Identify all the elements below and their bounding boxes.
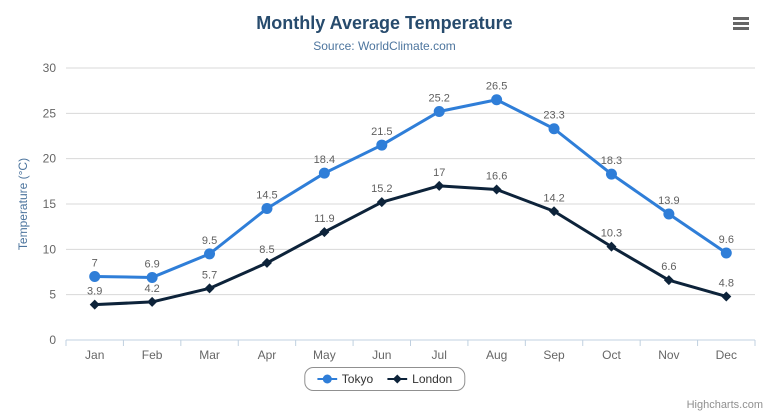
data-point-marker[interactable]: [319, 227, 330, 238]
x-axis-tick-label: Apr: [258, 348, 277, 362]
data-label: 21.5: [371, 126, 392, 138]
data-label: 10.3: [601, 228, 622, 240]
data-point-marker[interactable]: [204, 248, 216, 260]
series-group: [89, 94, 732, 310]
x-axis-tick-label: Nov: [658, 348, 679, 362]
y-axis-tick-label: 10: [43, 242, 57, 256]
hamburger-icon: [733, 17, 749, 20]
data-point-marker[interactable]: [147, 296, 158, 307]
highcharts-credits-link[interactable]: Highcharts.com: [686, 399, 763, 411]
y-axis-tick-label: 30: [43, 61, 57, 75]
data-point-marker[interactable]: [491, 184, 502, 195]
data-label: 14.2: [543, 192, 564, 204]
london-line-diamond-marker-icon: [387, 374, 408, 384]
data-point-marker[interactable]: [261, 257, 272, 268]
series-line-tokyo: [93, 98, 728, 279]
x-axis-tick-label: Aug: [486, 348, 507, 362]
x-axis-tick-label: Mar: [199, 348, 220, 362]
data-label: 13.9: [658, 195, 679, 207]
data-point-marker[interactable]: [146, 271, 158, 283]
data-label: 26.5: [486, 81, 507, 93]
x-axis-tick-label: Jan: [85, 348, 104, 362]
y-axis-tick-label: 5: [49, 288, 56, 302]
x-axis: Jan Feb Mar Apr May Jun Jul Aug Sep Oct Nov Dec: [65, 339, 756, 362]
data-point-marker[interactable]: [721, 291, 732, 302]
data-point-marker[interactable]: [433, 106, 445, 118]
data-label: 25.2: [428, 93, 449, 105]
data-label: 6.9: [144, 258, 159, 270]
series-line-london: [93, 184, 728, 307]
x-axis-tick-label: Jun: [372, 348, 391, 362]
chart-title: Monthly Average Temperature: [256, 13, 513, 33]
x-axis-tick-label: Jul: [432, 348, 447, 362]
data-point-marker[interactable]: [548, 123, 560, 135]
y-axis-tick-label: 15: [43, 197, 57, 211]
data-label: 23.3: [543, 110, 564, 122]
x-axis-tick-label: Dec: [716, 348, 737, 362]
legend-label: London: [412, 372, 453, 386]
export-context-menu-button[interactable]: [732, 16, 752, 31]
data-label: 18.4: [314, 154, 335, 166]
data-point-marker[interactable]: [549, 206, 560, 217]
legend: Tokyo London: [303, 367, 466, 391]
data-label: 3.9: [87, 286, 102, 298]
data-label: 16.6: [486, 170, 507, 182]
y-axis-title: Temperature (°C): [16, 158, 30, 250]
data-point-marker[interactable]: [261, 203, 273, 215]
data-label: 8.5: [259, 244, 274, 256]
data-point-marker[interactable]: [663, 275, 674, 286]
data-point-marker[interactable]: [89, 299, 100, 310]
data-point-marker[interactable]: [204, 283, 215, 294]
data-labels-group: 7 6.9 9.5 14.5 18.4 21.5 25.2 26.5 23.3 18.3 13.9 9…: [87, 81, 734, 298]
hamburger-icon: [733, 22, 749, 25]
y-axis-tick-label: 0: [49, 333, 56, 347]
x-axis-tick-label: May: [313, 348, 336, 362]
data-label: 14.5: [256, 190, 277, 202]
data-label: 18.3: [601, 155, 622, 167]
data-label: 17: [433, 167, 445, 179]
data-label: 5.7: [202, 269, 217, 281]
y-axis-tick-label: 25: [43, 106, 57, 120]
legend-label: Tokyo: [341, 372, 374, 386]
data-point-marker[interactable]: [434, 180, 445, 191]
data-label: 11.9: [314, 213, 335, 225]
data-label: 4.2: [144, 283, 159, 295]
chart-subtitle: Source: WorldClimate.com: [313, 39, 456, 53]
data-point-marker[interactable]: [376, 197, 387, 208]
data-label: 15.2: [371, 183, 392, 195]
hamburger-icon: [733, 27, 749, 30]
data-label: 4.8: [719, 277, 734, 289]
data-point-marker[interactable]: [663, 208, 675, 220]
data-point-marker[interactable]: [720, 247, 732, 259]
data-point-marker[interactable]: [605, 168, 617, 180]
data-label: 9.6: [719, 234, 734, 246]
data-label: 7: [92, 258, 98, 270]
x-axis-tick-label: Feb: [142, 348, 163, 362]
data-point-marker[interactable]: [376, 139, 388, 151]
data-point-marker[interactable]: [606, 241, 617, 252]
tokyo-line-circle-marker-icon: [316, 374, 337, 384]
gridlines-and-y-labels: 0 5 10 15 20 25 30: [43, 61, 755, 347]
data-point-marker[interactable]: [491, 94, 503, 106]
data-point-marker[interactable]: [318, 167, 330, 179]
data-label: 9.5: [202, 235, 217, 247]
data-label: 6.6: [661, 261, 676, 273]
y-axis-tick-label: 20: [43, 152, 57, 166]
x-axis-tick-label: Sep: [543, 348, 565, 362]
x-axis-tick-label: Oct: [602, 348, 621, 362]
data-point-marker[interactable]: [89, 271, 101, 283]
legend-item-london[interactable]: London: [387, 372, 452, 386]
legend-item-tokyo[interactable]: Tokyo: [316, 372, 374, 386]
